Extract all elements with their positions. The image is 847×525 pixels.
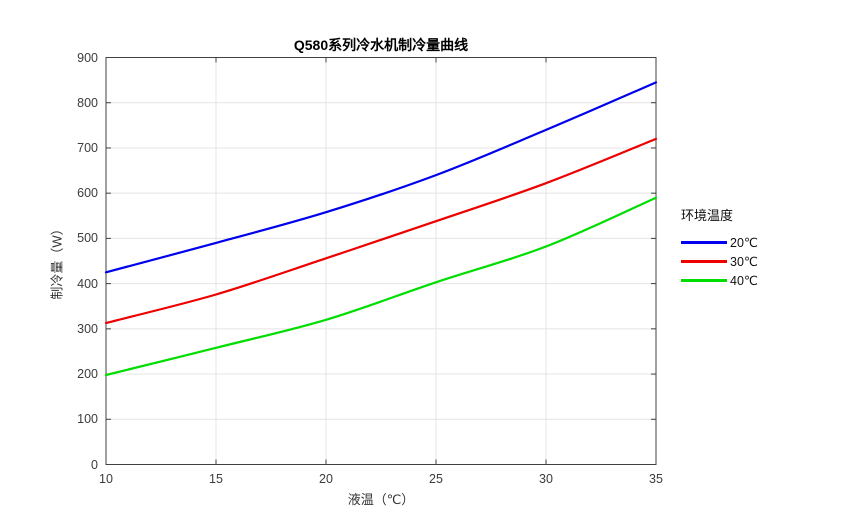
legend-line-swatch: [681, 260, 727, 263]
y-tick-label: 200: [77, 367, 98, 382]
x-tick-label: 25: [429, 471, 443, 486]
y-tick-label: 900: [77, 50, 98, 65]
tick-marks: [105, 57, 657, 465]
y-axis-label: 制冷量（W）: [49, 222, 65, 300]
legend-line-swatch: [681, 279, 727, 282]
x-tick-label: 20: [319, 471, 333, 486]
y-tick-label: 100: [77, 412, 98, 427]
legend-line-swatch: [681, 241, 727, 244]
y-tick-label: 300: [77, 321, 98, 336]
chart-title: Q580系列冷水机制冷量曲线: [293, 37, 469, 53]
y-tick-label: 800: [77, 95, 98, 110]
legend-entry: 30℃: [681, 252, 758, 271]
x-tick-label: 35: [649, 471, 663, 486]
legend-label: 30℃: [730, 255, 758, 269]
x-tick-label: 15: [209, 471, 223, 486]
y-tick-label: 700: [77, 140, 98, 155]
x-axis-label: 液温（℃）: [347, 492, 415, 507]
y-tick-label: 600: [77, 186, 98, 201]
series-line-30: [104, 137, 658, 325]
legend-entries: 20℃ 30℃ 40℃: [681, 233, 758, 290]
x-tick-label: 30: [539, 471, 553, 486]
y-tick-label: 0: [91, 457, 98, 472]
legend: 环境温度 20℃ 30℃ 40℃: [681, 205, 758, 290]
y-tick-label: 500: [77, 231, 98, 246]
series-line-40: [104, 196, 658, 377]
x-tick-label: 10: [99, 471, 113, 486]
axes-box: [105, 57, 657, 465]
gridlines: [106, 57, 656, 465]
legend-label: 20℃: [730, 236, 758, 250]
legend-label: 40℃: [730, 274, 758, 288]
legend-entry: 20℃: [681, 233, 758, 252]
y-tick-label: 400: [77, 276, 98, 291]
legend-entry: 40℃: [681, 271, 758, 290]
series-line-20: [104, 81, 658, 274]
legend-title: 环境温度: [681, 208, 734, 223]
